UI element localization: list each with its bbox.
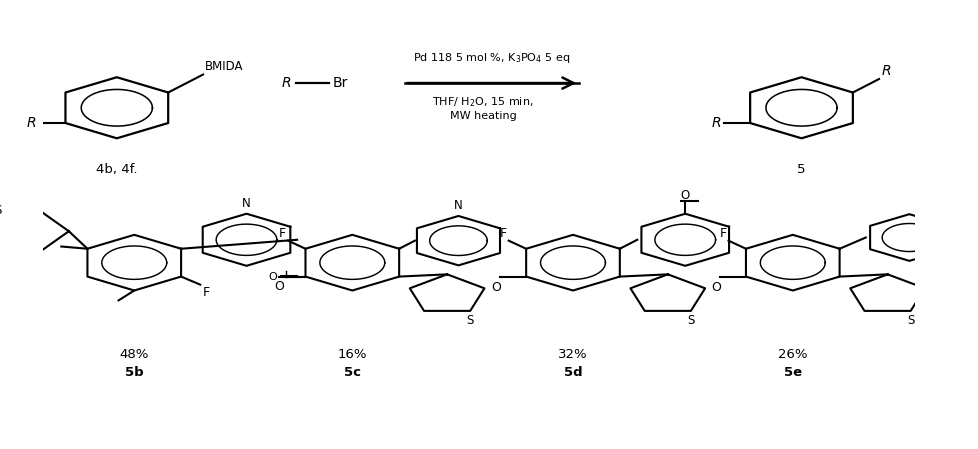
Text: O: O	[711, 281, 721, 294]
Text: THF/ H$_2$O, 15 min,: THF/ H$_2$O, 15 min,	[432, 96, 533, 110]
Text: S: S	[0, 204, 2, 217]
Text: BMIDA: BMIDA	[204, 60, 244, 73]
Text: 32%: 32%	[557, 348, 587, 361]
Text: F: F	[202, 286, 210, 299]
Text: 5: 5	[796, 163, 805, 176]
Text: F: F	[500, 227, 507, 240]
Text: S: S	[467, 314, 473, 327]
Text: 5b: 5b	[125, 366, 144, 379]
Text: 5c: 5c	[343, 366, 361, 379]
Text: R: R	[711, 116, 721, 130]
Text: O: O	[269, 272, 278, 282]
Text: R: R	[881, 64, 890, 78]
Text: F: F	[719, 227, 726, 240]
Text: 5d: 5d	[563, 366, 582, 379]
Text: O: O	[491, 281, 501, 294]
Text: F: F	[279, 227, 286, 240]
Text: O: O	[274, 280, 284, 293]
Text: Pd 118 5 mol %, K$_3$PO$_4$ 5 eq: Pd 118 5 mol %, K$_3$PO$_4$ 5 eq	[413, 51, 570, 65]
Text: Br: Br	[332, 76, 347, 90]
Text: R: R	[282, 76, 291, 90]
Text: 4b, 4f.: 4b, 4f.	[96, 163, 138, 176]
Text: N: N	[242, 197, 250, 210]
Text: O: O	[680, 189, 689, 202]
Text: 48%: 48%	[119, 348, 149, 361]
Text: N: N	[454, 199, 463, 212]
Text: S: S	[687, 314, 693, 327]
Text: MW heating: MW heating	[449, 111, 516, 121]
Text: 26%: 26%	[778, 348, 807, 361]
Text: R: R	[27, 116, 36, 130]
Text: 5e: 5e	[783, 366, 801, 379]
Text: S: S	[906, 314, 913, 327]
Text: 16%: 16%	[337, 348, 367, 361]
